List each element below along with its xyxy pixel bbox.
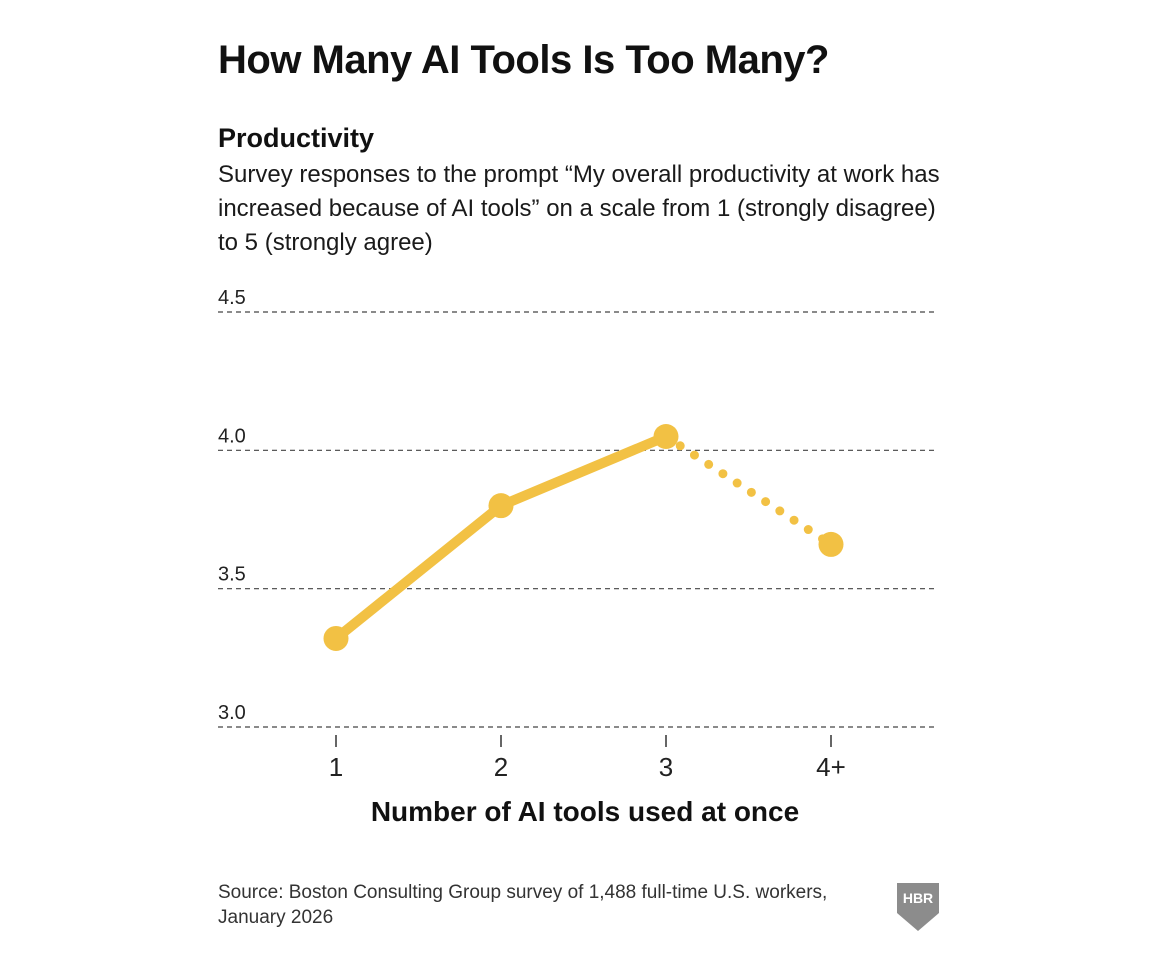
y-tick-label: 4.0 [218,425,246,447]
y-tick-label: 4.5 [218,287,246,309]
chart-title: How Many AI Tools Is Too Many? [218,38,829,82]
logo-text: HBR [903,890,933,906]
y-tick-labels: 3.0 3.5 4.0 4.5 [218,287,246,724]
x-tick-label: 4+ [816,752,846,782]
series-line-solid [331,431,671,644]
grid-lines [218,311,934,728]
series-lines [331,431,836,644]
data-point [653,424,679,449]
x-tick-label: 1 [329,752,343,782]
data-point [818,531,844,557]
series-line-dotted [661,432,836,549]
chart-description: Survey responses to the prompt “My overa… [218,161,940,256]
x-axis-label: Number of AI tools used at once [370,796,800,827]
data-point [323,625,349,651]
chart-subtitle: Productivity [218,123,375,153]
y-tick-label: 3.5 [218,564,246,586]
y-tick-label: 3.0 [218,702,246,724]
data-point [488,493,514,519]
x-tick-label: 3 [659,752,673,782]
x-tick-label: 2 [494,752,508,782]
data-points [323,424,844,651]
x-ticks: 1 2 3 4+ [329,735,846,782]
source-note: Source: Boston Consulting Group survey o… [218,882,828,928]
hbr-shield-icon: HBR [897,883,939,931]
